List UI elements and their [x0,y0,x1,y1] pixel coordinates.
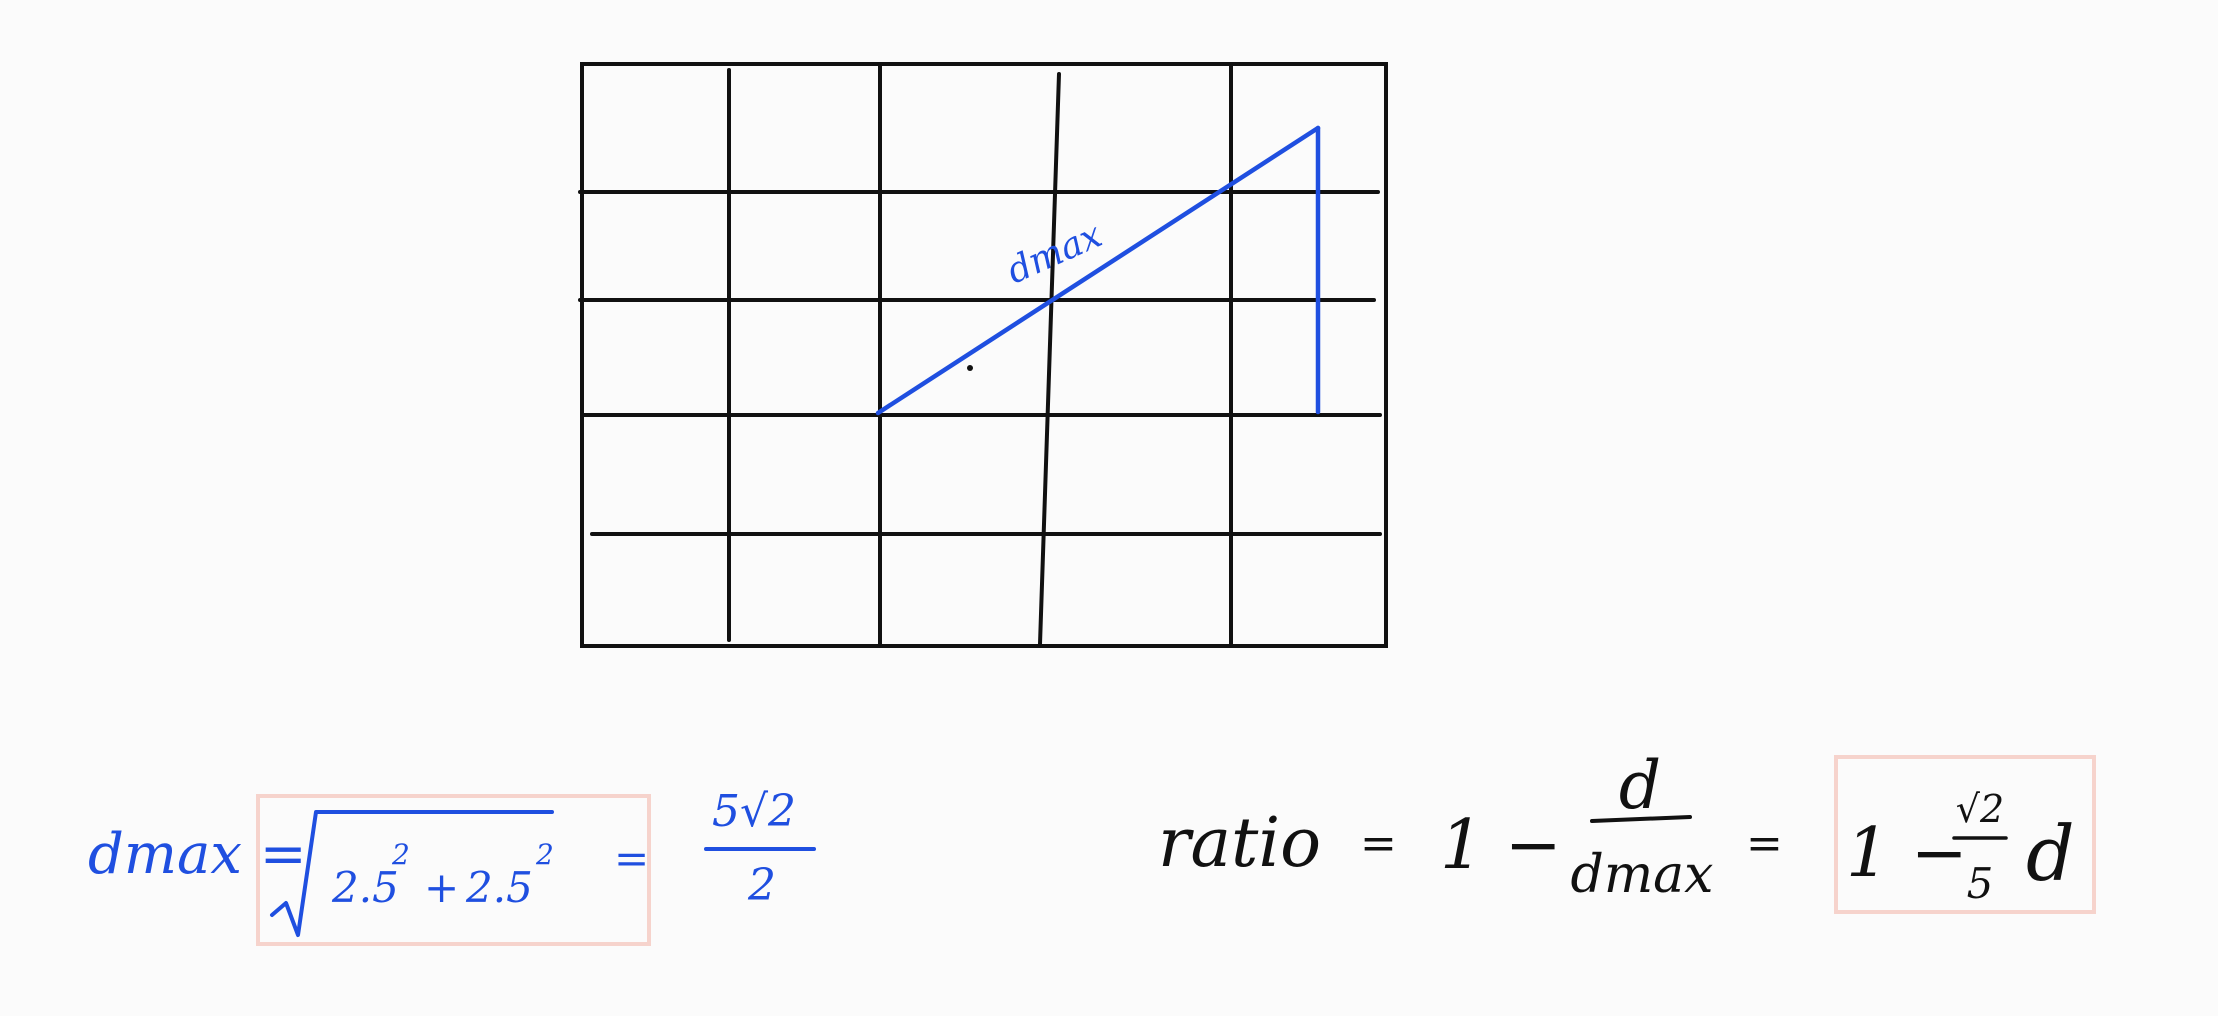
sqrt-symbol [270,810,554,937]
dmax-result-numerator: 5√2 [712,786,796,837]
ratio-fraction-denominator: dmax [1571,845,1714,905]
formula-dmax: dmax = 2.5 2 + 2.5 2 = 5√2 2 [88,786,816,946]
radicand-exponent-a: 2 [391,838,410,871]
ratio-result-variable: d [2026,809,2075,898]
grid-border [580,62,1388,648]
sample-point [967,365,973,371]
ratio-fraction-bar [1590,815,1692,823]
radicand-exponent-b: 2 [535,838,554,871]
dmax-lhs: dmax = [88,822,307,887]
dmax-result-denominator: 2 [747,860,776,911]
ratio-result-coef-numerator: √2 [1956,787,2004,831]
ratio-highlight-box [1834,755,2096,914]
dmax-highlight-box [256,794,651,946]
dmax-segment [875,125,1321,416]
ratio-result-coef-denominator: 5 [1967,859,1994,908]
dmax-construction [875,125,1321,416]
ratio-fraction-numerator: d [1619,747,1661,824]
ratio-equals: = [1360,818,1397,869]
ratio-lhs: ratio [1158,804,1321,883]
dmax-equals: = [614,834,649,883]
grid-diagram [578,62,1388,648]
formula-ratio: ratio = 1 − d dmax = 1 − √2 5 d [1158,747,2096,914]
radicand-term-a: 2.5 [331,863,399,912]
ratio-result-one-minus: 1 − [1846,814,1968,893]
radicand-operator: + [424,863,459,912]
ratio-equals-2: = [1746,818,1783,869]
grid-line-v3 [1038,72,1061,646]
radicand-term-b: 2.5 [465,863,533,912]
ratio-one-minus: 1 − [1440,806,1562,885]
